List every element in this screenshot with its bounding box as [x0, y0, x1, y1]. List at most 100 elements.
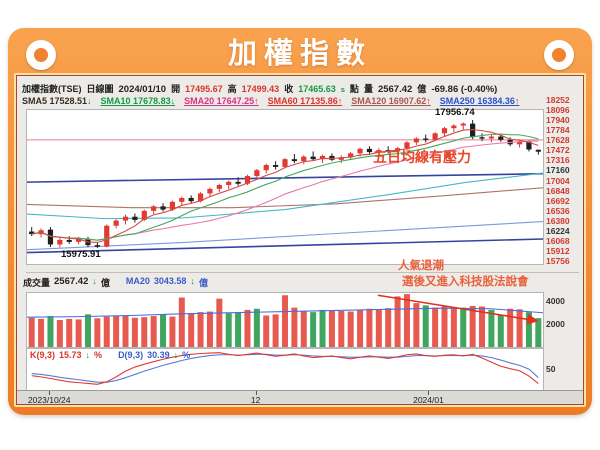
- price-panel[interactable]: [26, 109, 544, 265]
- d-value: 30.39: [147, 350, 170, 360]
- k-value: 15.73: [59, 350, 82, 360]
- candle: [348, 152, 354, 160]
- binder-ring-left-icon: [26, 40, 56, 70]
- x-tick-label: 2023/10/24: [27, 395, 71, 405]
- candle: [179, 196, 185, 206]
- volume-bar: [188, 313, 195, 347]
- candle: [366, 146, 373, 155]
- volume-bar: [225, 313, 232, 347]
- period-label[interactable]: 日線圖: [86, 84, 114, 94]
- volume-bar: [357, 309, 364, 347]
- candle: [122, 214, 129, 225]
- kd-chart[interactable]: [27, 349, 543, 390]
- candle: [479, 133, 485, 142]
- low-price-label: 15975.91: [61, 249, 101, 260]
- change-value: -69.86 (-0.40%): [431, 84, 498, 95]
- volume-bar: [347, 311, 354, 347]
- sma-legend-item-sma5[interactable]: SMA5 17528.51↓: [22, 96, 92, 106]
- volume-tick-label: 2000: [546, 318, 565, 329]
- open-value: 17495.67: [185, 84, 223, 94]
- volume-bar: [94, 318, 101, 347]
- volume-bar: [141, 317, 148, 347]
- d-label[interactable]: D(9,3): [118, 350, 144, 360]
- volume-unit: 億: [417, 84, 427, 94]
- volume-bar: [375, 309, 382, 347]
- volume-bar: [235, 312, 242, 347]
- volume-bar: [244, 309, 251, 347]
- sma-legend-item-sma60[interactable]: SMA60 17135.86↑: [268, 96, 343, 106]
- price-tick-label: 17940: [546, 115, 570, 126]
- candle: [460, 122, 466, 130]
- sma-legend: SMA5 17528.51↓ SMA10 17678.83↓ SMA20 17647…: [22, 96, 519, 106]
- close-label: 收: [284, 84, 294, 94]
- vol-ma-label[interactable]: MA20: [125, 276, 150, 286]
- volume-chart[interactable]: [27, 293, 543, 347]
- d-unit: %: [182, 350, 191, 360]
- price-tick-label: 15912: [546, 246, 570, 257]
- candle: [301, 155, 307, 165]
- volume-bar: [432, 307, 439, 347]
- volume-bar: [469, 305, 476, 347]
- price-tick-label: 17472: [546, 145, 570, 156]
- volume-bar: [160, 314, 167, 347]
- volume-bar: [253, 308, 260, 347]
- sma-legend-item-sma20[interactable]: SMA20 17647.25↑: [184, 96, 259, 106]
- kd-tick-label: 50: [546, 363, 556, 374]
- sma-legend-text: SMA20 17647.25: [184, 96, 255, 106]
- binder-ring-right-icon: [544, 40, 574, 70]
- sma-legend-item-sma250[interactable]: SMA250 16384.36↑: [440, 96, 520, 106]
- price-tick-label: 17784: [546, 125, 570, 136]
- section-divider: [26, 272, 579, 273]
- sma10-line: [31, 133, 539, 241]
- volume-bar: [66, 318, 73, 347]
- turnover-label: 成交量: [23, 278, 51, 288]
- candle: [273, 161, 279, 170]
- declining-volume-arrow: [377, 294, 539, 325]
- sma-arrow-icon: ↑: [254, 96, 259, 106]
- price-chart[interactable]: [27, 110, 543, 264]
- volume-bar: [206, 311, 213, 347]
- volume-bar: [535, 318, 542, 347]
- volume-bar: [28, 317, 35, 347]
- peak-price-label: 17956.74: [435, 107, 475, 118]
- sma-legend-text: SMA120 16907.62: [351, 96, 427, 106]
- candle: [226, 180, 232, 189]
- candle: [338, 155, 344, 164]
- channel-lower-line: [27, 238, 543, 254]
- volume-bar: [525, 312, 532, 347]
- candle: [160, 203, 166, 212]
- quote-bar: 加權指數(TSE) 日線圖 2024/01/10 開 17495.67 高 17…: [22, 82, 497, 95]
- mood-annotation: 人氣退潮: [398, 260, 444, 272]
- sma-legend-item-sma10[interactable]: SMA10 17678.83↓: [101, 96, 176, 106]
- candle: [535, 149, 541, 155]
- close-value: 17465.63: [298, 84, 336, 94]
- volume-panel[interactable]: [26, 292, 544, 348]
- k-label[interactable]: K(9,3): [30, 350, 56, 360]
- sma-arrow-icon: ↓: [87, 96, 92, 106]
- volume-value: 2567.42: [377, 84, 413, 95]
- volume-bar: [422, 305, 429, 347]
- volume-bar: [385, 308, 392, 347]
- candle: [151, 205, 157, 215]
- candle: [94, 242, 100, 248]
- chart-box: 加權指數(TSE) 日線圖 2024/01/10 開 17495.67 高 17…: [16, 75, 584, 405]
- volume-tick-label: 4000: [546, 296, 565, 306]
- k-unit: %: [94, 350, 103, 360]
- candle: [29, 227, 35, 237]
- sma-legend-text: SMA250 16384.36: [439, 96, 515, 106]
- volume-bar: [84, 314, 91, 347]
- x-tick-mark: [428, 391, 430, 395]
- kd-panel[interactable]: [26, 348, 544, 391]
- price-tick-label: 16692: [546, 195, 570, 206]
- volume-bar: [497, 315, 504, 347]
- turnover-unit: 億: [100, 278, 110, 288]
- candle: [263, 163, 269, 174]
- x-tick-mark: [255, 391, 257, 395]
- page-title: 加權指數: [227, 37, 372, 70]
- slide-frame: 加權指數 加權指數(TSE) 日線圖 2024/01/10 開 17495.67…: [8, 28, 592, 415]
- volume-bar: [291, 307, 298, 347]
- kd-header: K(9,3) 15.73 ↓ % D(9,3) 30.39 ↓ %: [30, 350, 190, 360]
- price-tick-label: 18096: [546, 104, 570, 115]
- chart-shell: 加權指數(TSE) 日線圖 2024/01/10 開 17495.67 高 17…: [14, 73, 586, 407]
- sma-legend-item-sma120[interactable]: SMA120 16907.62↑: [351, 96, 431, 106]
